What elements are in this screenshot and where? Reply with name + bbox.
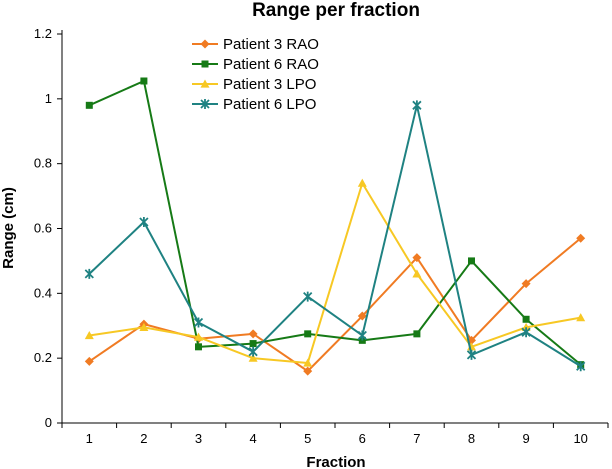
legend-label: Patient 3 RAO (223, 36, 319, 53)
data-point (84, 356, 94, 366)
y-tick-label: 0.4 (34, 285, 52, 300)
data-point (412, 253, 422, 263)
data-point (194, 332, 203, 341)
data-point (85, 101, 93, 109)
legend-marker (201, 60, 209, 68)
data-point (576, 313, 586, 322)
data-point (521, 279, 531, 289)
x-tick-label: 2 (140, 431, 147, 446)
x-tick-label: 7 (413, 431, 420, 446)
series-layer (84, 77, 586, 376)
y-axis-title: Range (cm) (0, 187, 17, 269)
data-point (412, 100, 422, 111)
data-point (248, 329, 258, 339)
data-point (195, 343, 202, 351)
data-point (576, 361, 586, 372)
data-point (357, 311, 367, 321)
data-point (248, 353, 258, 362)
legend-label: Patient 3 LPO (223, 76, 316, 93)
x-tick-label: 4 (249, 431, 256, 446)
data-point (303, 358, 313, 367)
x-tick-label: 9 (522, 431, 529, 446)
data-point (576, 233, 586, 243)
legend-item: Patient 6 LPO (192, 96, 316, 113)
data-point (412, 269, 422, 278)
y-tick-label: 0.6 (34, 221, 52, 236)
data-point (522, 315, 530, 323)
data-point (303, 291, 313, 302)
data-point (466, 349, 477, 360)
x-axis-title: Fraction (306, 454, 365, 469)
x-tick-label: 1 (86, 431, 93, 446)
y-tick-label: 1.2 (34, 26, 52, 41)
x-tick-label: 5 (304, 431, 311, 446)
axes: 0 0.2 0.4 0.6 0.8 1 1.2 1 2 3 4 5 6 7 8 9 10 (34, 26, 609, 446)
y-tick-label: 1 (45, 91, 52, 106)
x-tick-label: 10 (573, 431, 587, 446)
legend-label: Patient 6 LPO (223, 96, 316, 113)
legend-marker (200, 79, 210, 88)
series-1 (84, 233, 586, 376)
series-4 (84, 100, 586, 372)
data-point (139, 322, 149, 331)
x-tick-label: 3 (195, 431, 202, 446)
data-point (140, 77, 148, 85)
data-point (521, 327, 531, 338)
data-point (468, 257, 475, 265)
y-tick-label: 0.8 (34, 156, 52, 171)
y-tick-label: 0.2 (34, 350, 52, 365)
legend-label: Patient 6 RAO (223, 56, 319, 73)
data-point (84, 268, 94, 279)
x-tick-label: 8 (468, 431, 475, 446)
data-point (249, 340, 257, 348)
series-line (88, 104, 582, 368)
data-point (248, 346, 258, 357)
data-point (84, 330, 94, 340)
legend: Patient 3 RAO Patient 6 RAO Patient 3 LPO P… (192, 36, 319, 113)
legend-item: Patient 3 LPO (192, 76, 316, 93)
series-line (89, 182, 581, 365)
x-tick-label: 6 (359, 431, 366, 446)
y-tick-label: 0 (45, 415, 52, 430)
legend-item: Patient 3 RAO (192, 36, 319, 53)
data-point (139, 217, 149, 228)
data-point (357, 178, 367, 187)
data-point (304, 330, 312, 338)
legend-marker (200, 99, 210, 109)
data-point (413, 330, 421, 338)
series-2 (85, 77, 585, 369)
series-line (88, 80, 582, 366)
data-point (357, 330, 367, 341)
legend-marker (200, 39, 210, 49)
legend-item: Patient 6 RAO (192, 56, 319, 73)
chart-title: Range per fraction (252, 0, 420, 21)
data-point (303, 366, 313, 376)
data-point (193, 317, 204, 328)
